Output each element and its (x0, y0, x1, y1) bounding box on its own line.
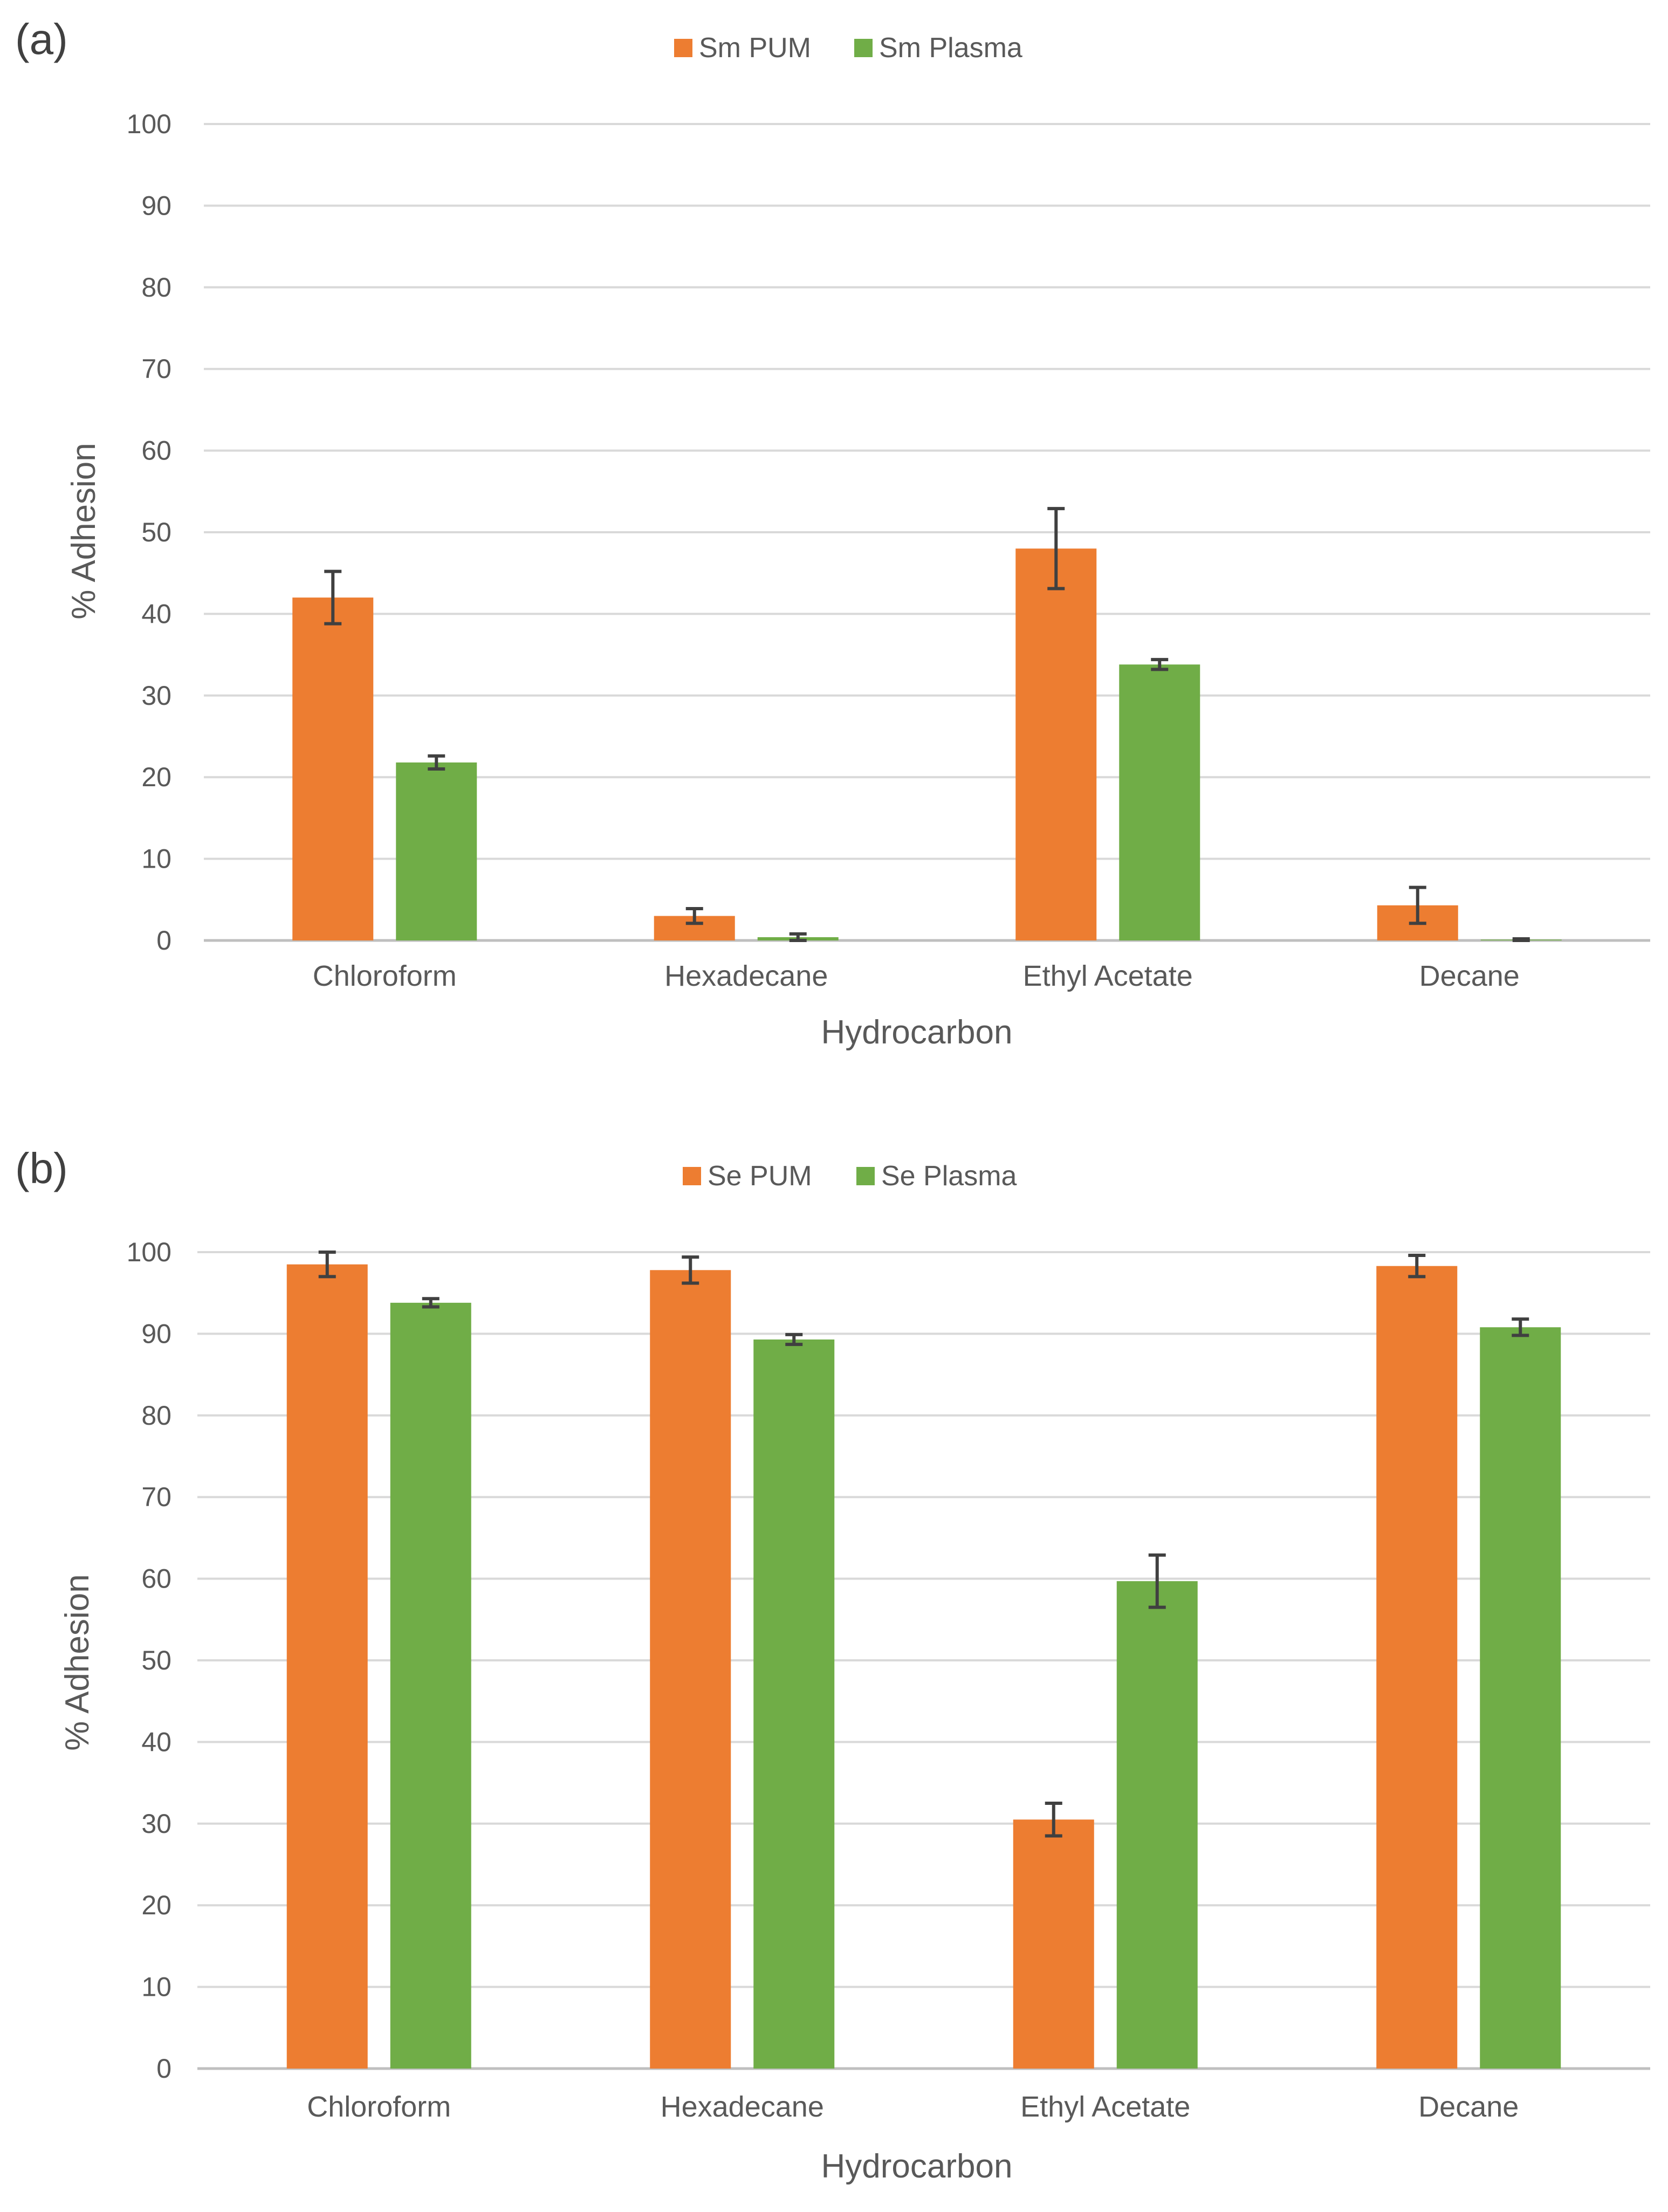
error-bar (789, 932, 807, 942)
error-bar (1148, 1553, 1166, 1609)
legend: Se PUM Se Plasma (683, 1160, 1017, 1192)
y-axis-ticks: 0 10 20 30 40 50 60 70 80 90 100 (127, 1237, 171, 2084)
error-bars (318, 1251, 1529, 1838)
y-tick-label: 10 (141, 844, 171, 874)
x-axis-title: Hydrocarbon (821, 2148, 1013, 2185)
bar-pum (650, 1270, 731, 2069)
bar-plasma (396, 762, 477, 940)
error-bar (785, 1332, 803, 1347)
x-category-label: Chloroform (313, 960, 457, 992)
error-bar (1045, 1801, 1062, 1838)
panel-label: (a) (15, 15, 68, 63)
y-tick-label: 30 (141, 1809, 171, 1839)
error-bar (1512, 937, 1530, 942)
bar-pum (286, 1264, 368, 2069)
error-bar (1151, 658, 1169, 671)
y-tick-label: 30 (141, 681, 171, 711)
error-bar (1047, 507, 1065, 590)
bar-plasma (1116, 1581, 1198, 2069)
error-bar (428, 754, 445, 771)
legend: Sm PUM Sm Plasma (674, 32, 1022, 64)
x-category-label: Decane (1418, 2091, 1519, 2123)
legend-label-pum: Sm PUM (699, 32, 811, 64)
y-tick-label: 20 (141, 1890, 171, 1920)
y-tick-label: 60 (141, 436, 171, 466)
error-bar (682, 1255, 699, 1285)
y-tick-label: 0 (156, 2053, 171, 2084)
error-bar (1408, 1254, 1426, 1279)
x-category-label: Hexadecane (661, 2091, 824, 2123)
x-axis-categories: Chloroform Hexadecane Ethyl Acetate Decane (307, 2091, 1519, 2123)
error-bar (1409, 885, 1426, 925)
y-tick-label: 50 (141, 517, 171, 547)
x-axis-categories: Chloroform Hexadecane Ethyl Acetate Decane (313, 960, 1520, 992)
y-tick-label: 100 (127, 109, 171, 139)
y-axis-title: % Adhesion (65, 443, 102, 619)
legend-swatch-plasma (856, 1167, 875, 1185)
bar-plasma (1480, 1327, 1561, 2069)
chart-panel-b: (b) Se PUM Se Plasma 0 10 20 30 40 50 60 70 80 90… (15, 1144, 1650, 2185)
error-bar (685, 906, 703, 925)
bars (286, 1264, 1561, 2069)
error-bar (324, 569, 342, 626)
y-tick-label: 40 (141, 599, 171, 629)
y-tick-label: 70 (141, 354, 171, 384)
x-axis-title: Hydrocarbon (821, 1014, 1013, 1051)
panel-label: (b) (15, 1144, 68, 1192)
bars (292, 548, 1562, 940)
y-tick-label: 0 (156, 925, 171, 956)
bar-plasma (753, 1339, 835, 2069)
y-tick-label: 60 (141, 1564, 171, 1594)
error-bar (318, 1251, 336, 1279)
legend-swatch-plasma (854, 39, 873, 57)
bar-plasma (390, 1302, 471, 2069)
x-category-label: Hexadecane (664, 960, 828, 992)
legend-label-plasma: Sm Plasma (879, 32, 1022, 64)
y-tick-label: 90 (141, 1318, 171, 1349)
y-tick-label: 70 (141, 1482, 171, 1512)
y-tick-label: 40 (141, 1727, 171, 1757)
y-tick-label: 100 (127, 1237, 171, 1267)
legend-swatch-pum (683, 1167, 701, 1185)
y-tick-label: 20 (141, 762, 171, 792)
x-category-label: Decane (1419, 960, 1520, 992)
y-tick-label: 80 (141, 272, 171, 303)
bar-pum (1376, 1266, 1458, 2069)
y-tick-label: 80 (141, 1400, 171, 1431)
bar-pum (1013, 1819, 1094, 2069)
legend-label-pum: Se PUM (708, 1160, 812, 1192)
error-bar (422, 1297, 440, 1309)
chart-panel-a: (a) Sm PUM Sm Plasma 0 10 20 30 40 50 60 70 80 90… (15, 15, 1650, 1051)
error-bar (1512, 1317, 1529, 1337)
x-category-label: Ethyl Acetate (1023, 960, 1193, 992)
legend-label-plasma: Se Plasma (881, 1160, 1017, 1192)
y-tick-label: 50 (141, 1645, 171, 1675)
bar-pum (1015, 548, 1097, 940)
error-bars (324, 507, 1530, 942)
y-tick-label: 10 (141, 1972, 171, 2002)
y-axis-ticks: 0 10 20 30 40 50 60 70 80 90 100 (127, 109, 171, 956)
y-tick-label: 90 (141, 190, 171, 221)
bar-pum (292, 597, 374, 940)
x-category-label: Chloroform (307, 2091, 451, 2123)
x-category-label: Ethyl Acetate (1020, 2091, 1190, 2123)
legend-swatch-pum (674, 39, 692, 57)
bar-plasma (1119, 664, 1200, 940)
y-axis-title: % Adhesion (59, 1574, 96, 1750)
